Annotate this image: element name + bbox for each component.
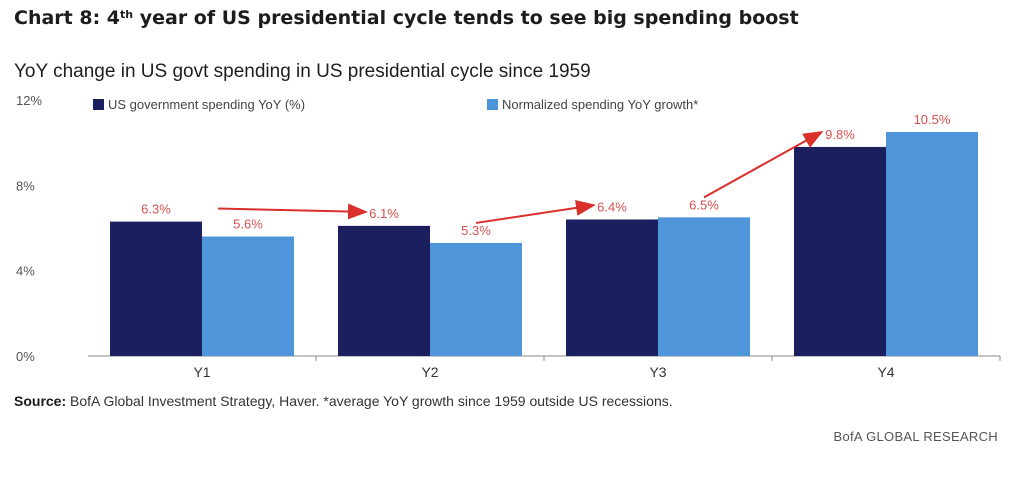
data-label: 9.8% bbox=[825, 127, 855, 142]
data-label: 6.1% bbox=[369, 206, 399, 221]
bar-y3-series2 bbox=[658, 217, 750, 356]
bar-y3-series1 bbox=[566, 219, 658, 356]
brand-footer: BofA GLOBAL RESEARCH bbox=[833, 429, 998, 444]
bar-y2-series1 bbox=[338, 225, 430, 356]
data-label: 5.3% bbox=[461, 223, 491, 238]
legend-label: Normalized spending YoY growth* bbox=[502, 97, 698, 112]
data-label: 5.6% bbox=[233, 217, 263, 232]
source-label: Source: bbox=[14, 393, 67, 409]
data-label: 6.4% bbox=[597, 199, 627, 214]
chart-title: Chart 8: 4th year of US presidential cyc… bbox=[14, 4, 1004, 29]
x-tick-label: Y1 bbox=[193, 364, 210, 380]
legend-swatch-series2 bbox=[487, 99, 498, 110]
trend-arrow bbox=[217, 203, 368, 220]
title-superscript: th bbox=[120, 8, 134, 21]
x-tick-label: Y2 bbox=[421, 364, 438, 380]
data-label: 6.3% bbox=[141, 202, 171, 217]
source-text: BofA Global Investment Strategy, Haver. … bbox=[66, 393, 673, 409]
y-tick-label: 12% bbox=[16, 93, 42, 108]
x-tick-label: Y4 bbox=[877, 364, 894, 380]
bar-y4-series1 bbox=[794, 146, 886, 356]
y-tick-label: 0% bbox=[16, 349, 35, 364]
trend-arrow bbox=[475, 199, 596, 224]
bar-y1-series1 bbox=[110, 221, 202, 356]
title-prefix: Chart 8: 4 bbox=[14, 7, 121, 29]
chart-subtitle: YoY change in US govt spending in US pre… bbox=[14, 61, 591, 82]
title-rest: year of US presidential cycle tends to s… bbox=[133, 7, 799, 29]
legend-label: US government spending YoY (%) bbox=[108, 97, 305, 112]
data-label: 10.5% bbox=[914, 112, 951, 127]
x-tick-label: Y3 bbox=[649, 364, 666, 380]
legend-swatch-series1 bbox=[93, 99, 104, 110]
bar-y1-series2 bbox=[202, 236, 294, 356]
y-tick-label: 4% bbox=[16, 264, 35, 279]
bar-y4-series2 bbox=[886, 132, 978, 356]
data-label: 6.5% bbox=[689, 197, 719, 212]
bar-y2-series2 bbox=[430, 242, 522, 356]
bar-chart: 0% 4% 8% 12% 6.3% 5.6% Y1 6.1% 5.3% Y2 6.4% 6.5% Y3 9… bbox=[16, 93, 1001, 380]
source-note: Source: BofA Global Investment Strategy,… bbox=[14, 392, 974, 410]
trend-arrow bbox=[703, 130, 824, 199]
y-tick-label: 8% bbox=[16, 178, 35, 193]
